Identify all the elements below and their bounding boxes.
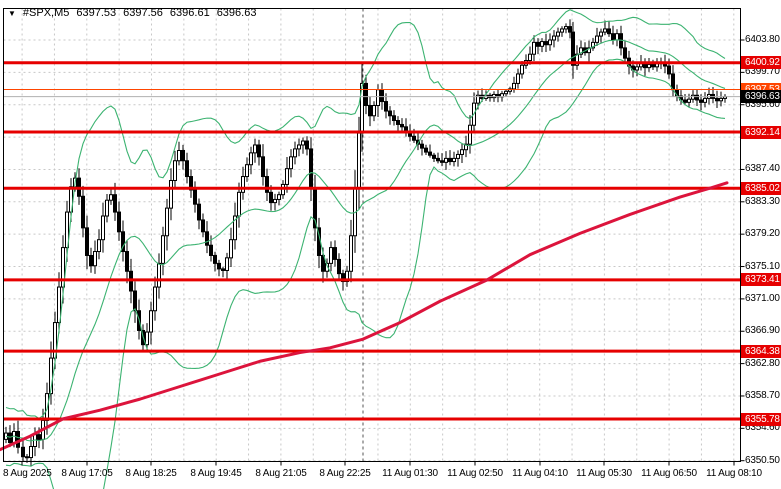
symbol-period-label: #SPX,M5: [22, 7, 70, 19]
price-tick-label: 6403.80: [745, 34, 780, 45]
quote-low-value: 6396.61: [169, 7, 210, 19]
price-level-badge: 6364.38: [741, 344, 781, 358]
price-tick-label: 6371.00: [745, 292, 780, 304]
price-tick-label: 6395.60: [745, 98, 780, 110]
price-tick-label: 6362.80: [745, 357, 780, 369]
time-axis-label: 11 Aug 08:10: [706, 468, 762, 479]
quote-open-value: 6397.53: [76, 7, 117, 19]
time-axis-label: 11 Aug 04:10: [512, 468, 568, 479]
bollinger-middle-line: [5, 39, 726, 442]
bollinger-lower-line: [5, 58, 726, 489]
price-tick-label: 6358.70: [745, 389, 780, 401]
time-axis-label: 11 Aug 05:30: [576, 468, 632, 479]
price-level-badge: 6392.14: [741, 125, 781, 139]
quote-high-value: 6397.56: [123, 7, 163, 19]
price-tick-label: 6366.90: [745, 325, 780, 337]
time-axis[interactable]: 8 Aug 2025 8 Aug 17:05 8 Aug 18:25 8 Aug 19…: [0, 466, 781, 482]
time-axis-label: 8 Aug 22:25: [319, 468, 371, 479]
bollinger-upper-line: [5, 9, 726, 420]
price-level-badge: 6385.02: [741, 181, 781, 195]
plot-border: [3, 8, 741, 462]
time-axis-label: 8 Aug 17:05: [61, 468, 113, 479]
time-axis-label: 8 Aug 21:05: [255, 468, 307, 479]
price-tick-label: 6387.40: [745, 163, 780, 175]
time-axis-label: 8 Aug 19:45: [190, 468, 242, 479]
price-tick-label: 6399.70: [745, 66, 780, 78]
time-axis-label: 11 Aug 06:50: [641, 468, 697, 479]
quote-bar: ▼ #SPX,M5 6397.53 6397.56 6396.61 6396.6…: [8, 7, 256, 19]
moving-average-line: [0, 181, 729, 452]
price-tick-label: 6375.10: [745, 260, 780, 272]
quote-close-value: 6396.63: [216, 7, 257, 19]
price-tick-label: 6383.30: [745, 195, 780, 207]
price-axis[interactable]: 6403.806399.706395.606391.506387.406383.…: [741, 0, 781, 489]
price-level-badge: 6400.92: [741, 56, 781, 70]
price-tick-label: 6350.50: [745, 454, 780, 466]
time-axis-label: 8 Aug 2025: [3, 468, 52, 479]
time-axis-label: 8 Aug 18:25: [125, 468, 177, 479]
bid-price-badge: 6396.63: [741, 90, 781, 104]
price-level-badge: 6373.41: [741, 273, 781, 287]
price-level-badge: 6355.78: [741, 412, 781, 426]
price-tick-label: 6379.20: [745, 228, 780, 240]
candlestick-series: [4, 19, 727, 467]
chevron-down-icon[interactable]: ▼: [8, 8, 16, 18]
price-tick-label: 6354.60: [745, 422, 780, 434]
time-axis-label: 11 Aug 02:50: [447, 468, 503, 479]
time-axis-label: 11 Aug 01:30: [382, 468, 438, 479]
